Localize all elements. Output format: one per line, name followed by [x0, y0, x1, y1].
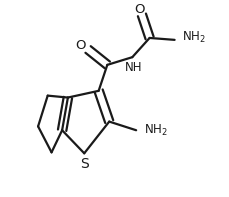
Text: NH: NH	[124, 61, 141, 74]
Text: NH$_2$: NH$_2$	[143, 123, 167, 138]
Text: S: S	[79, 157, 88, 171]
Text: O: O	[75, 39, 85, 52]
Text: NH$_2$: NH$_2$	[182, 30, 205, 46]
Text: O: O	[134, 3, 145, 16]
